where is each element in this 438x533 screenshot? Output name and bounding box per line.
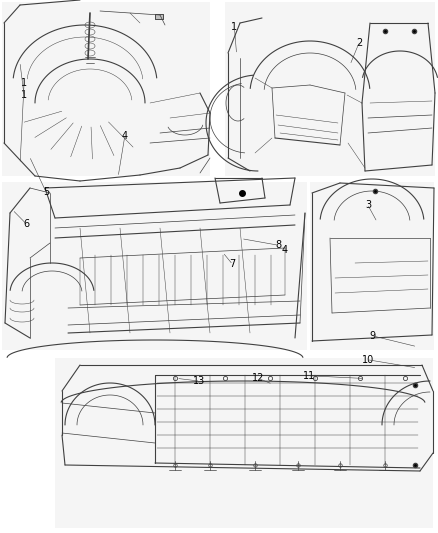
Text: 3: 3 bbox=[365, 200, 371, 210]
Text: 6: 6 bbox=[23, 219, 29, 229]
Text: 4: 4 bbox=[282, 245, 288, 255]
FancyBboxPatch shape bbox=[310, 182, 434, 350]
Text: 10: 10 bbox=[362, 355, 374, 365]
FancyBboxPatch shape bbox=[225, 2, 435, 176]
Text: 1: 1 bbox=[231, 22, 237, 31]
FancyBboxPatch shape bbox=[2, 182, 307, 350]
Text: 12: 12 bbox=[252, 374, 265, 383]
Bar bbox=[155, 14, 163, 19]
FancyBboxPatch shape bbox=[2, 2, 210, 176]
Text: 5: 5 bbox=[43, 187, 49, 197]
Text: 9: 9 bbox=[369, 331, 375, 341]
Text: 11: 11 bbox=[303, 371, 315, 381]
Text: 1: 1 bbox=[21, 90, 27, 100]
Text: 1: 1 bbox=[21, 78, 27, 87]
Text: 7: 7 bbox=[229, 259, 235, 269]
Text: 8: 8 bbox=[275, 240, 281, 250]
Bar bbox=[155, 14, 163, 19]
FancyBboxPatch shape bbox=[55, 358, 433, 528]
Text: 13: 13 bbox=[193, 376, 205, 386]
Text: 2: 2 bbox=[356, 38, 362, 47]
Text: 4: 4 bbox=[122, 131, 128, 141]
